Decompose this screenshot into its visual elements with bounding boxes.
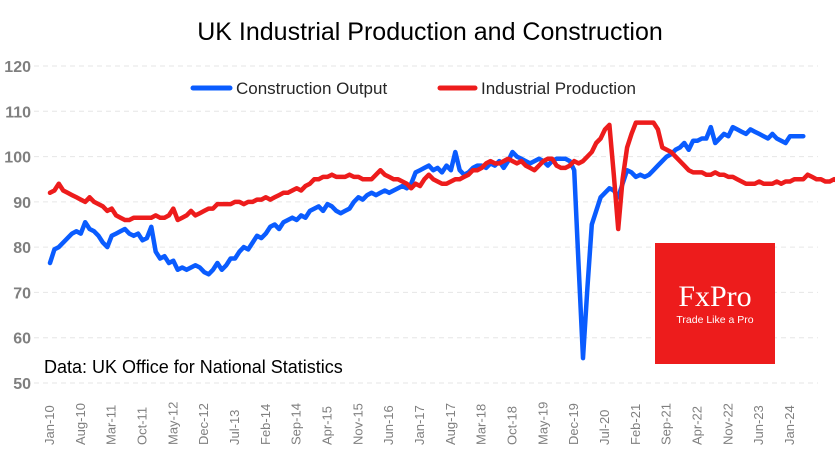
source-annotation: Data: UK Office for National Statistics xyxy=(44,357,343,377)
x-tick-label: Oct-18 xyxy=(505,406,520,445)
x-tick-label: Apr-15 xyxy=(320,406,335,445)
y-tick-label: 100 xyxy=(4,150,31,167)
x-tick-label: Dec-19 xyxy=(566,403,581,445)
series-lines xyxy=(47,120,835,361)
x-tick-label: Dec-12 xyxy=(196,403,211,445)
x-tick-label: Jul-13 xyxy=(227,410,242,445)
chart-title: UK Industrial Production and Constructio… xyxy=(197,18,663,46)
y-tick-label: 60 xyxy=(13,331,31,348)
x-tick-label: Jun-16 xyxy=(381,405,396,445)
y-tick-label: 120 xyxy=(4,59,31,76)
gridlines xyxy=(34,65,818,384)
logo-brand: FxPro xyxy=(678,280,751,313)
x-tick-label: Feb-14 xyxy=(258,404,273,445)
x-axis: Jan-10 Aug-10 Mar-11 Oct-11 May-12 Dec-12 Jul-… xyxy=(42,402,797,445)
fxpro-logo: FxPro Trade Like a Pro xyxy=(655,243,775,364)
x-tick-label: Sep-21 xyxy=(659,403,674,445)
x-tick-label: May-19 xyxy=(535,402,550,445)
y-tick-label: 70 xyxy=(13,285,31,302)
x-tick-label: Jun-23 xyxy=(751,405,766,445)
x-tick-label: Jul-20 xyxy=(597,410,612,445)
series-line-construction-output xyxy=(47,124,806,361)
x-tick-label: Jan-24 xyxy=(782,405,797,445)
legend-label-industrial: Industrial Production xyxy=(481,79,636,98)
series-line-industrial-production xyxy=(47,120,835,232)
legend-item-construction-output: Construction Output xyxy=(190,79,387,98)
x-tick-label: Feb-21 xyxy=(628,404,643,445)
x-tick-label: Sep-14 xyxy=(289,403,304,445)
x-tick-label: Nov-22 xyxy=(720,403,735,445)
y-tick-label: 50 xyxy=(13,376,31,393)
x-tick-label: Mar-11 xyxy=(104,405,119,445)
x-tick-label: Oct-11 xyxy=(135,407,150,445)
legend-item-industrial-production: Industrial Production xyxy=(437,79,636,98)
legend-label-construction: Construction Output xyxy=(236,79,387,98)
y-tick-label: 110 xyxy=(5,104,31,121)
logo-tagline: Trade Like a Pro xyxy=(676,314,753,326)
logo-background xyxy=(655,243,775,364)
x-tick-label: Jan-17 xyxy=(412,405,427,445)
x-tick-label: May-12 xyxy=(165,402,180,445)
x-tick-label: Mar-18 xyxy=(474,404,489,445)
x-tick-label: Aug-17 xyxy=(443,403,458,445)
y-axis: 50 60 70 80 90 100 110 120 xyxy=(4,59,31,393)
y-tick-label: 90 xyxy=(13,195,31,212)
legend: Construction Output Industrial Productio… xyxy=(190,79,636,98)
x-tick-label: Aug-10 xyxy=(73,403,88,445)
y-tick-label: 80 xyxy=(13,240,31,257)
x-tick-label: Jan-10 xyxy=(42,405,57,445)
x-tick-label: Nov-15 xyxy=(350,403,365,445)
x-tick-label: Apr-22 xyxy=(690,406,705,445)
